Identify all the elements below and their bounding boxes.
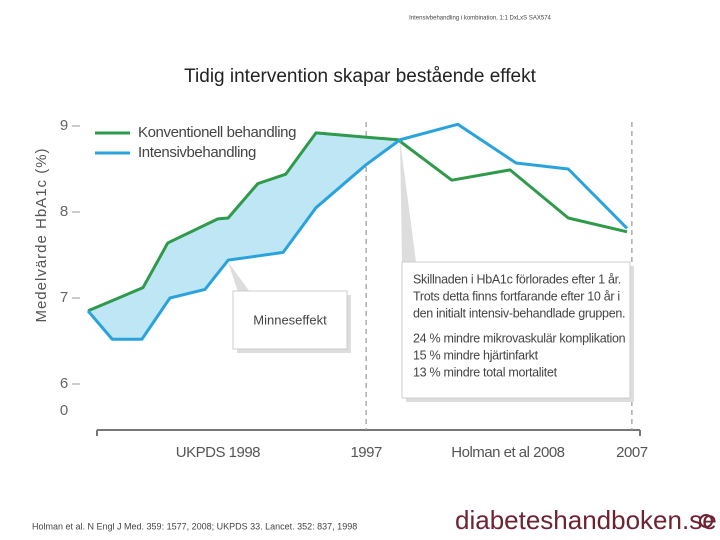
y-tick-label: 8 <box>60 203 68 220</box>
memory-fill <box>88 132 452 340</box>
y-axis-label: Medelvärde HbA1c (%) <box>33 147 50 322</box>
y-tick-label: 7 <box>60 289 68 306</box>
callout-info: Skillnaden i HbA1c förlorades efter 1 år… <box>400 140 634 402</box>
series-line <box>87 131 628 313</box>
header-note: Intensivbehandling i kombination, 1:1 Dx… <box>409 16 551 22</box>
logo-icon <box>699 514 713 528</box>
annotation-line: Skillnaden i HbA1c förlorades efter 1 år… <box>413 272 621 286</box>
plot: 6 7 8 9 UKPDS 1998 1997 Holman et al 2008 2007 K… <box>60 117 648 461</box>
logo: diabeteshandboken.se <box>455 505 717 535</box>
annotation-line: 24 % mindre mikrovaskulär komplikation <box>413 331 626 345</box>
callout-pointer <box>400 140 416 262</box>
callout-pointer <box>228 262 250 292</box>
x-tick-label: UKPDS 1998 <box>176 444 260 461</box>
annotation: Minneseffekt <box>253 312 327 327</box>
y-tick-label: 9 <box>60 117 68 134</box>
axis-break-label: 0 <box>60 402 68 419</box>
annotation-line: 13 % mindre total mortalitet <box>413 365 558 379</box>
y-tick-label: 6 <box>60 375 68 392</box>
callout-box <box>232 290 348 350</box>
callout-box <box>401 261 631 399</box>
series-line <box>86 122 629 341</box>
x-tick-label: 1997 <box>350 444 382 461</box>
chart-title: Tidig intervention skapar bestående effe… <box>184 66 536 87</box>
callout-memory: Minneseffekt <box>228 262 351 353</box>
x-tick-label: Holman et al 2008 <box>451 444 564 461</box>
annotation-line: den initialt intensiv-behandlade gruppen… <box>413 306 625 320</box>
x-tick-label: 2007 <box>616 444 648 461</box>
reference: Holman et al. N Engl J Med. 359: 1577, 2… <box>32 521 357 531</box>
annotation-line: 15 % mindre hjärtinfarkt <box>413 348 539 362</box>
annotation-line: Trots detta finns fortfarande efter 10 å… <box>413 289 620 303</box>
legend-label: Intensivbehandling <box>138 144 256 161</box>
legend-label: Konventionell behandling <box>138 124 296 141</box>
